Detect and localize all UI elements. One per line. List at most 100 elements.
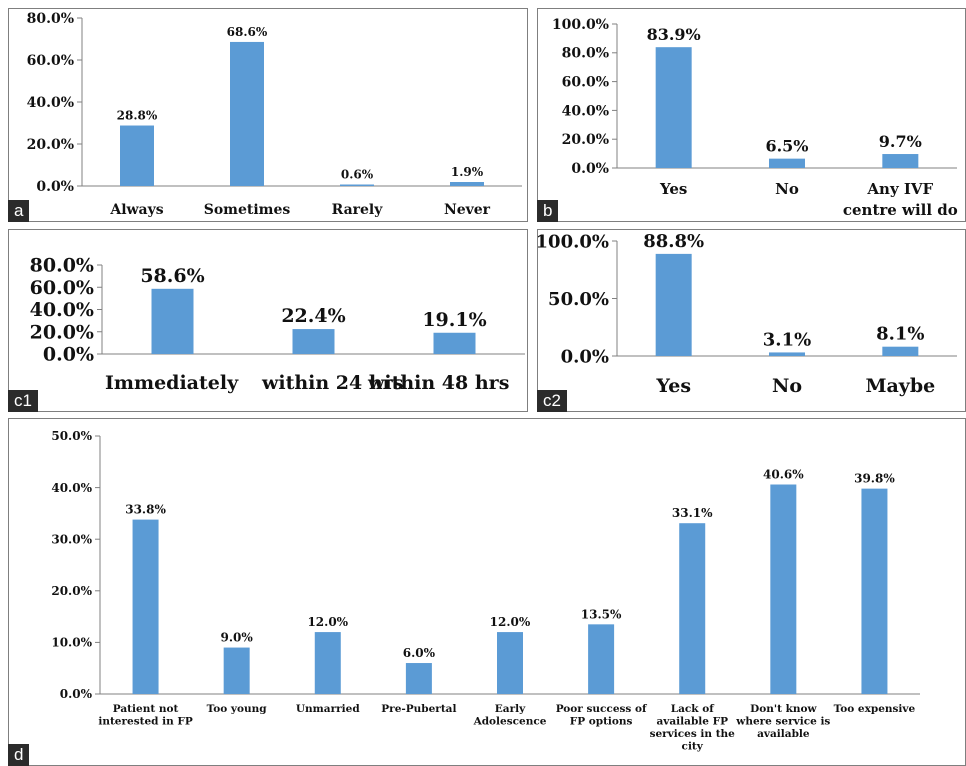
chart-d-data-label: 33.8% bbox=[125, 503, 166, 517]
chart-c2-category-label: No bbox=[772, 375, 802, 397]
chart-panel-c2: 0.0% 50.0% 100.0% 88.8% Yes 3.1% No 8.1% Maybe bbox=[536, 229, 966, 412]
chart-d-category-label: Don't know where service is available bbox=[735, 703, 830, 740]
chart-c2-bar bbox=[655, 253, 692, 356]
chart-c2-data-label: 3.1% bbox=[763, 329, 811, 350]
panel-label-a: a bbox=[8, 200, 30, 222]
chart-c2-bar bbox=[882, 346, 919, 356]
chart-d-y-tick-label: 30.0% bbox=[51, 532, 92, 546]
chart-b-data-label: 83.9% bbox=[647, 25, 701, 44]
chart-d-category-label: Early Adolescence bbox=[473, 703, 547, 728]
chart-b-y-tick-label: 0.0% bbox=[571, 161, 609, 177]
chart-a-y-tick-label: 40.0% bbox=[27, 95, 74, 111]
chart-d-bar bbox=[405, 663, 432, 694]
chart-a-bar bbox=[450, 182, 484, 186]
chart-c2-data-label: 8.1% bbox=[876, 324, 924, 345]
chart-a-svg: 0.0% 20.0% 40.0% 60.0% 80.0% 28.8% Always 68.6%… bbox=[27, 11, 522, 218]
chart-c2-svg: 0.0% 50.0% 100.0% 88.8% Yes 3.1% No 8.1% Maybe bbox=[536, 231, 957, 397]
chart-c2-y-tick-label: 0.0% bbox=[561, 346, 609, 367]
chart-d-category-label: Too expensive bbox=[834, 703, 916, 715]
chart-d-bar bbox=[314, 632, 341, 694]
chart-a-category-label: Never bbox=[444, 202, 491, 218]
chart-c1-category-label: Immediately bbox=[105, 372, 239, 394]
chart-d-y-tick-label: 50.0% bbox=[51, 429, 92, 443]
chart-c2-bar bbox=[769, 352, 805, 356]
chart-b-category-label: Yes bbox=[659, 180, 687, 198]
chart-d-data-label: 12.0% bbox=[490, 615, 531, 629]
chart-d-y-tick-label: 20.0% bbox=[51, 584, 92, 598]
chart-d-bar bbox=[679, 523, 706, 694]
chart-c1-data-label: 19.1% bbox=[422, 309, 486, 331]
chart-b-category-label: Any IVF centre will do bbox=[843, 180, 958, 219]
chart-b-y-tick-label: 20.0% bbox=[562, 132, 609, 148]
chart-c1-category-label: within 48 hrs bbox=[367, 372, 509, 394]
chart-c1-y-tick-label: 20.0% bbox=[30, 321, 94, 343]
chart-c1-y-tick-label: 60.0% bbox=[30, 277, 94, 299]
chart-a-y-tick-label: 20.0% bbox=[27, 137, 74, 153]
chart-c2-category-label: Yes bbox=[655, 375, 691, 397]
chart-a-category-label: Rarely bbox=[332, 202, 384, 218]
panel-label-d: d bbox=[8, 744, 30, 766]
chart-c2-category-label: Maybe bbox=[865, 375, 935, 397]
chart-a-bar bbox=[230, 41, 264, 186]
chart-d-data-label: 9.0% bbox=[221, 631, 254, 645]
chart-d-y-tick-label: 40.0% bbox=[51, 481, 92, 495]
chart-d-y-tick-label: 0.0% bbox=[60, 687, 93, 701]
chart-d-data-label: 13.5% bbox=[581, 607, 622, 621]
chart-a-y-tick-label: 80.0% bbox=[27, 11, 74, 27]
chart-a-data-label: 0.6% bbox=[341, 168, 374, 182]
panel-label-c1: c1 bbox=[8, 390, 38, 412]
chart-c1-data-label: 22.4% bbox=[281, 305, 345, 327]
chart-b-data-label: 6.5% bbox=[765, 137, 808, 156]
chart-b-bar bbox=[769, 158, 805, 168]
chart-a-y-tick-label: 60.0% bbox=[27, 53, 74, 69]
chart-b-y-tick-label: 80.0% bbox=[562, 46, 609, 62]
chart-d-data-label: 39.8% bbox=[854, 472, 895, 486]
chart-d-category-label: Patient not interested in FP bbox=[98, 703, 193, 728]
chart-c1-y-tick-label: 80.0% bbox=[30, 255, 94, 277]
chart-d-data-label: 40.6% bbox=[763, 468, 804, 482]
chart-a-bar bbox=[340, 184, 374, 186]
chart-a-data-label: 68.6% bbox=[227, 25, 268, 39]
chart-d-category-label: Lack of available FP services in the city bbox=[650, 703, 736, 753]
chart-b-y-tick-label: 100.0% bbox=[552, 17, 609, 33]
chart-d-bar bbox=[132, 519, 159, 694]
panel-label-b: b bbox=[537, 200, 559, 222]
chart-d-data-label: 12.0% bbox=[307, 615, 348, 629]
chart-a-y-tick-label: 0.0% bbox=[36, 179, 74, 195]
chart-d-category-label: Pre-Pubertal bbox=[381, 703, 456, 715]
chart-b-svg: 0.0% 20.0% 40.0% 60.0% 80.0% 100.0% 83.9% Yes 6.… bbox=[552, 17, 958, 219]
chart-c1-bar bbox=[151, 288, 194, 354]
chart-b-bar bbox=[882, 154, 919, 168]
chart-d-category-label: Unmarried bbox=[296, 703, 360, 715]
chart-panel-a: 0.0% 20.0% 40.0% 60.0% 80.0% 28.8% Always 68.6%… bbox=[0, 0, 532, 222]
chart-d-svg: 0.0% 10.0% 20.0% 30.0% 40.0% 50.0% 33.8% Patien… bbox=[51, 429, 920, 753]
chart-a-category-label: Sometimes bbox=[204, 202, 291, 218]
chart-c2-data-label: 88.8% bbox=[643, 231, 704, 252]
chart-panel-b: 0.0% 20.0% 40.0% 60.0% 80.0% 100.0% 83.9% Yes 6.… bbox=[537, 0, 966, 222]
chart-c2-y-tick-label: 50.0% bbox=[548, 289, 609, 310]
chart-d-category-label: Too young bbox=[207, 703, 268, 715]
panel-label-c2: c2 bbox=[537, 390, 567, 412]
chart-d-bar bbox=[497, 632, 523, 694]
chart-b-data-label: 9.7% bbox=[879, 132, 922, 151]
chart-d-bar bbox=[223, 647, 250, 694]
chart-d-data-label: 6.0% bbox=[403, 646, 436, 660]
chart-d-bar bbox=[861, 488, 888, 694]
chart-a-data-label: 28.8% bbox=[117, 109, 158, 123]
chart-a-category-label: Always bbox=[109, 202, 163, 218]
chart-panel-c1: 0.0% 20.0% 40.0% 60.0% 80.0% 58.6% Immediately… bbox=[0, 229, 532, 412]
chart-panel-d: 0.0% 10.0% 20.0% 30.0% 40.0% 50.0% 33.8% Patien… bbox=[0, 418, 966, 766]
chart-c1-y-tick-label: 0.0% bbox=[43, 344, 94, 366]
chart-c2-y-tick-label: 100.0% bbox=[536, 231, 609, 252]
chart-c1-bar bbox=[433, 332, 476, 354]
chart-c1-svg: 0.0%20.0%40.0%60.0%80.0% 58.6% Immediately… bbox=[30, 255, 525, 394]
chart-a-data-label: 1.9% bbox=[451, 165, 484, 179]
chart-b-y-tick-label: 60.0% bbox=[562, 75, 609, 91]
chart-d-y-tick-label: 10.0% bbox=[51, 636, 92, 650]
chart-b-bar bbox=[655, 47, 692, 168]
chart-a-bar bbox=[120, 125, 154, 186]
chart-d-data-label: 33.1% bbox=[672, 506, 713, 520]
chart-d-bar bbox=[770, 484, 797, 694]
chart-c1-bar bbox=[292, 329, 335, 354]
chart-b-y-tick-label: 40.0% bbox=[562, 103, 609, 119]
